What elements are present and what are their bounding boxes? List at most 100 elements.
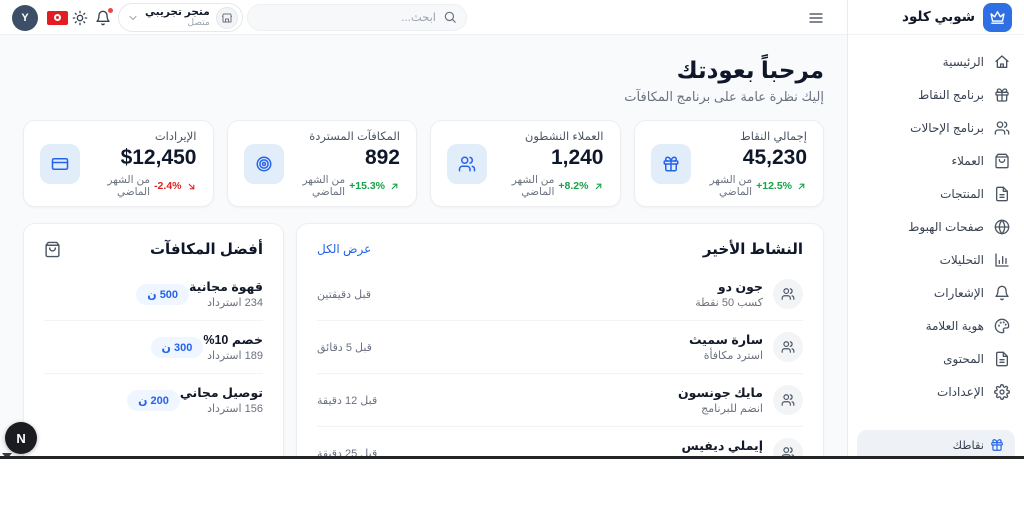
- page-title: مرحباً بعودتك: [676, 57, 824, 83]
- activity-action: استرد مكافأة: [703, 350, 763, 362]
- sidebar-item-label: هوية العلامة: [925, 318, 984, 333]
- tunisia-flag-icon: [47, 10, 68, 25]
- app-logo[interactable]: شوبي كلود: [848, 0, 1024, 35]
- stat-change: +8.2%: [558, 180, 589, 192]
- globe-icon: [994, 219, 1010, 235]
- chevron-down-icon: [127, 12, 139, 24]
- user-icon: [773, 332, 803, 362]
- sidebar-item-products[interactable]: المنتجات: [862, 177, 1010, 210]
- sidebar-item-settings[interactable]: الإعدادات: [862, 375, 1010, 408]
- stat-card-revenue[interactable]: الإيرادات $12,450 -2.4% من الشهر الماضي: [23, 120, 214, 207]
- sidebar-item-label: الإعدادات: [937, 384, 984, 399]
- sidebar-item-analytics[interactable]: التحليلات: [862, 243, 1010, 276]
- your-points-widget[interactable]: نقاطك 2,450: [857, 430, 1015, 459]
- sun-icon: [72, 10, 88, 26]
- stat-value: 1,240: [550, 146, 604, 169]
- reward-row[interactable]: توصيل مجاني 156 استرداد 200 ن: [44, 373, 263, 426]
- bell-icon: [994, 285, 1010, 301]
- activity-name: مايك جونسون: [677, 386, 763, 400]
- activity-action: كسب 120 نقطة: [682, 455, 763, 456]
- activity-action: انضم للبرنامج: [701, 403, 763, 415]
- crown-icon: [983, 2, 1012, 32]
- store-icon: [215, 6, 238, 29]
- sidebar-item-points-program[interactable]: برنامج النقاط: [862, 78, 1010, 111]
- activity-row[interactable]: مايك جونسون انضم للبرنامج قبل 12 دقيقة: [317, 373, 803, 426]
- reward-name: خصم 10%: [203, 333, 263, 347]
- top-header: Y متجر تجريبي متصل: [0, 0, 847, 35]
- theme-toggle-button[interactable]: [72, 0, 88, 35]
- search-icon: [443, 10, 457, 24]
- trend-down-icon: [186, 181, 197, 192]
- sidebar-item-home[interactable]: الرئيسية: [862, 45, 1010, 78]
- stat-title: العملاء النشطون: [524, 131, 604, 143]
- gear-icon: [994, 383, 1010, 400]
- reward-name: قهوة مجانية: [189, 280, 263, 294]
- sidebar-nav: الرئيسية برنامج النقاط برنامج الإحالات ا…: [848, 35, 1024, 418]
- stat-card-active-customers[interactable]: العملاء النشطون 1,240 +8.2% من الشهر الم…: [430, 120, 621, 207]
- activity-time: قبل 25 دقيقة: [317, 447, 378, 459]
- file-icon: [994, 186, 1010, 202]
- app-title: شوبي كلود: [902, 9, 975, 24]
- stat-value: 892: [364, 146, 400, 169]
- gift-icon: [994, 87, 1010, 103]
- user-avatar[interactable]: Y: [12, 0, 38, 35]
- users-icon: [994, 120, 1010, 136]
- sidebar-item-customers[interactable]: العملاء: [862, 144, 1010, 177]
- store-name: متجر تجريبي: [145, 5, 210, 18]
- language-flag-button[interactable]: [47, 0, 68, 35]
- stat-card-total-points[interactable]: إجمالي النقاط 45,230 +12.5% من الشهر الم…: [633, 120, 824, 207]
- sidebar-item-content[interactable]: المحتوى: [862, 342, 1010, 375]
- points-widget-label: نقاطك: [952, 440, 984, 452]
- stat-change-suffix: من الشهر الماضي: [107, 174, 151, 198]
- activity-time: قبل 5 دقائق: [317, 341, 372, 354]
- sidebar-item-landing-pages[interactable]: صفحات الهبوط: [862, 210, 1010, 243]
- stat-card-redeemed-rewards[interactable]: المكافآت المستردة 892 +15.3% من الشهر ال…: [226, 120, 417, 207]
- notifications-button[interactable]: [95, 0, 114, 35]
- stat-change-suffix: من الشهر الماضي: [709, 174, 753, 198]
- reward-row[interactable]: قهوة مجانية 234 استرداد 500 ن: [44, 268, 263, 320]
- sidebar-item-label: الإشعارات: [933, 285, 984, 300]
- reward-redemptions: 234 استرداد: [207, 297, 263, 309]
- search-input[interactable]: [247, 4, 467, 31]
- reward-points-badge: 500 ن: [136, 283, 190, 305]
- points-widget-value: 2,450: [868, 457, 1004, 459]
- sidebar-item-label: المحتوى: [943, 351, 984, 366]
- activity-row[interactable]: إيملي ديفيس كسب 120 نقطة قبل 25 دقيقة: [317, 426, 803, 459]
- sidebar-item-label: العملاء: [951, 153, 984, 168]
- notification-dot: [107, 6, 114, 14]
- sidebar-item-label: برنامج النقاط: [918, 87, 984, 102]
- stat-change: +15.3%: [349, 180, 385, 192]
- user-icon: [773, 438, 803, 456]
- sidebar-item-brand-identity[interactable]: هوية العلامة: [862, 309, 1010, 342]
- activity-row[interactable]: جون دو كسب 50 نقطة قبل دقيقتين: [317, 268, 803, 320]
- activity-name: سارة سميث: [688, 333, 763, 347]
- sidebar-item-label: برنامج الإحالات: [910, 120, 984, 135]
- trend-up-icon: [389, 181, 400, 192]
- nextjs-dev-badge[interactable]: N: [5, 422, 37, 454]
- bar-chart-icon: [994, 252, 1010, 268]
- panels-row: النشاط الأخير عرض الكل جون دو كسب 50 نقط…: [23, 223, 824, 459]
- credit-card-icon: [40, 143, 80, 184]
- reward-redemptions: 189 استرداد: [207, 350, 263, 362]
- hamburger-menu-icon[interactable]: [808, 0, 824, 35]
- activity-row[interactable]: سارة سميث استرد مكافأة قبل 5 دقائق: [317, 320, 803, 373]
- stat-change: -2.4%: [154, 180, 182, 192]
- reward-row[interactable]: خصم 10% 189 استرداد 300 ن: [44, 320, 263, 373]
- stat-title: المكافآت المستردة: [309, 131, 400, 143]
- sidebar-item-referrals[interactable]: برنامج الإحالات: [862, 111, 1010, 144]
- stat-change-suffix: من الشهر الماضي: [511, 174, 555, 198]
- sidebar-item-notifications[interactable]: الإشعارات: [862, 276, 1010, 309]
- avatar-initial: Y: [12, 4, 38, 31]
- bell-icon: [95, 6, 114, 26]
- stat-value: 45,230: [742, 146, 807, 169]
- page-content: مرحباً بعودتك إليك نظرة عامة على برنامج …: [0, 35, 847, 456]
- home-icon: [994, 54, 1010, 70]
- sidebar-item-label: المنتجات: [940, 186, 984, 201]
- activity-name: جون دو: [717, 280, 763, 294]
- view-all-link[interactable]: عرض الكل: [317, 242, 372, 256]
- store-selector[interactable]: متجر تجريبي متصل: [118, 3, 243, 32]
- shopping-bag-icon: [44, 241, 61, 258]
- search-container: [247, 4, 467, 31]
- stats-row: إجمالي النقاط 45,230 +12.5% من الشهر الم…: [23, 120, 824, 207]
- stat-title: إجمالي النقاط: [740, 131, 807, 143]
